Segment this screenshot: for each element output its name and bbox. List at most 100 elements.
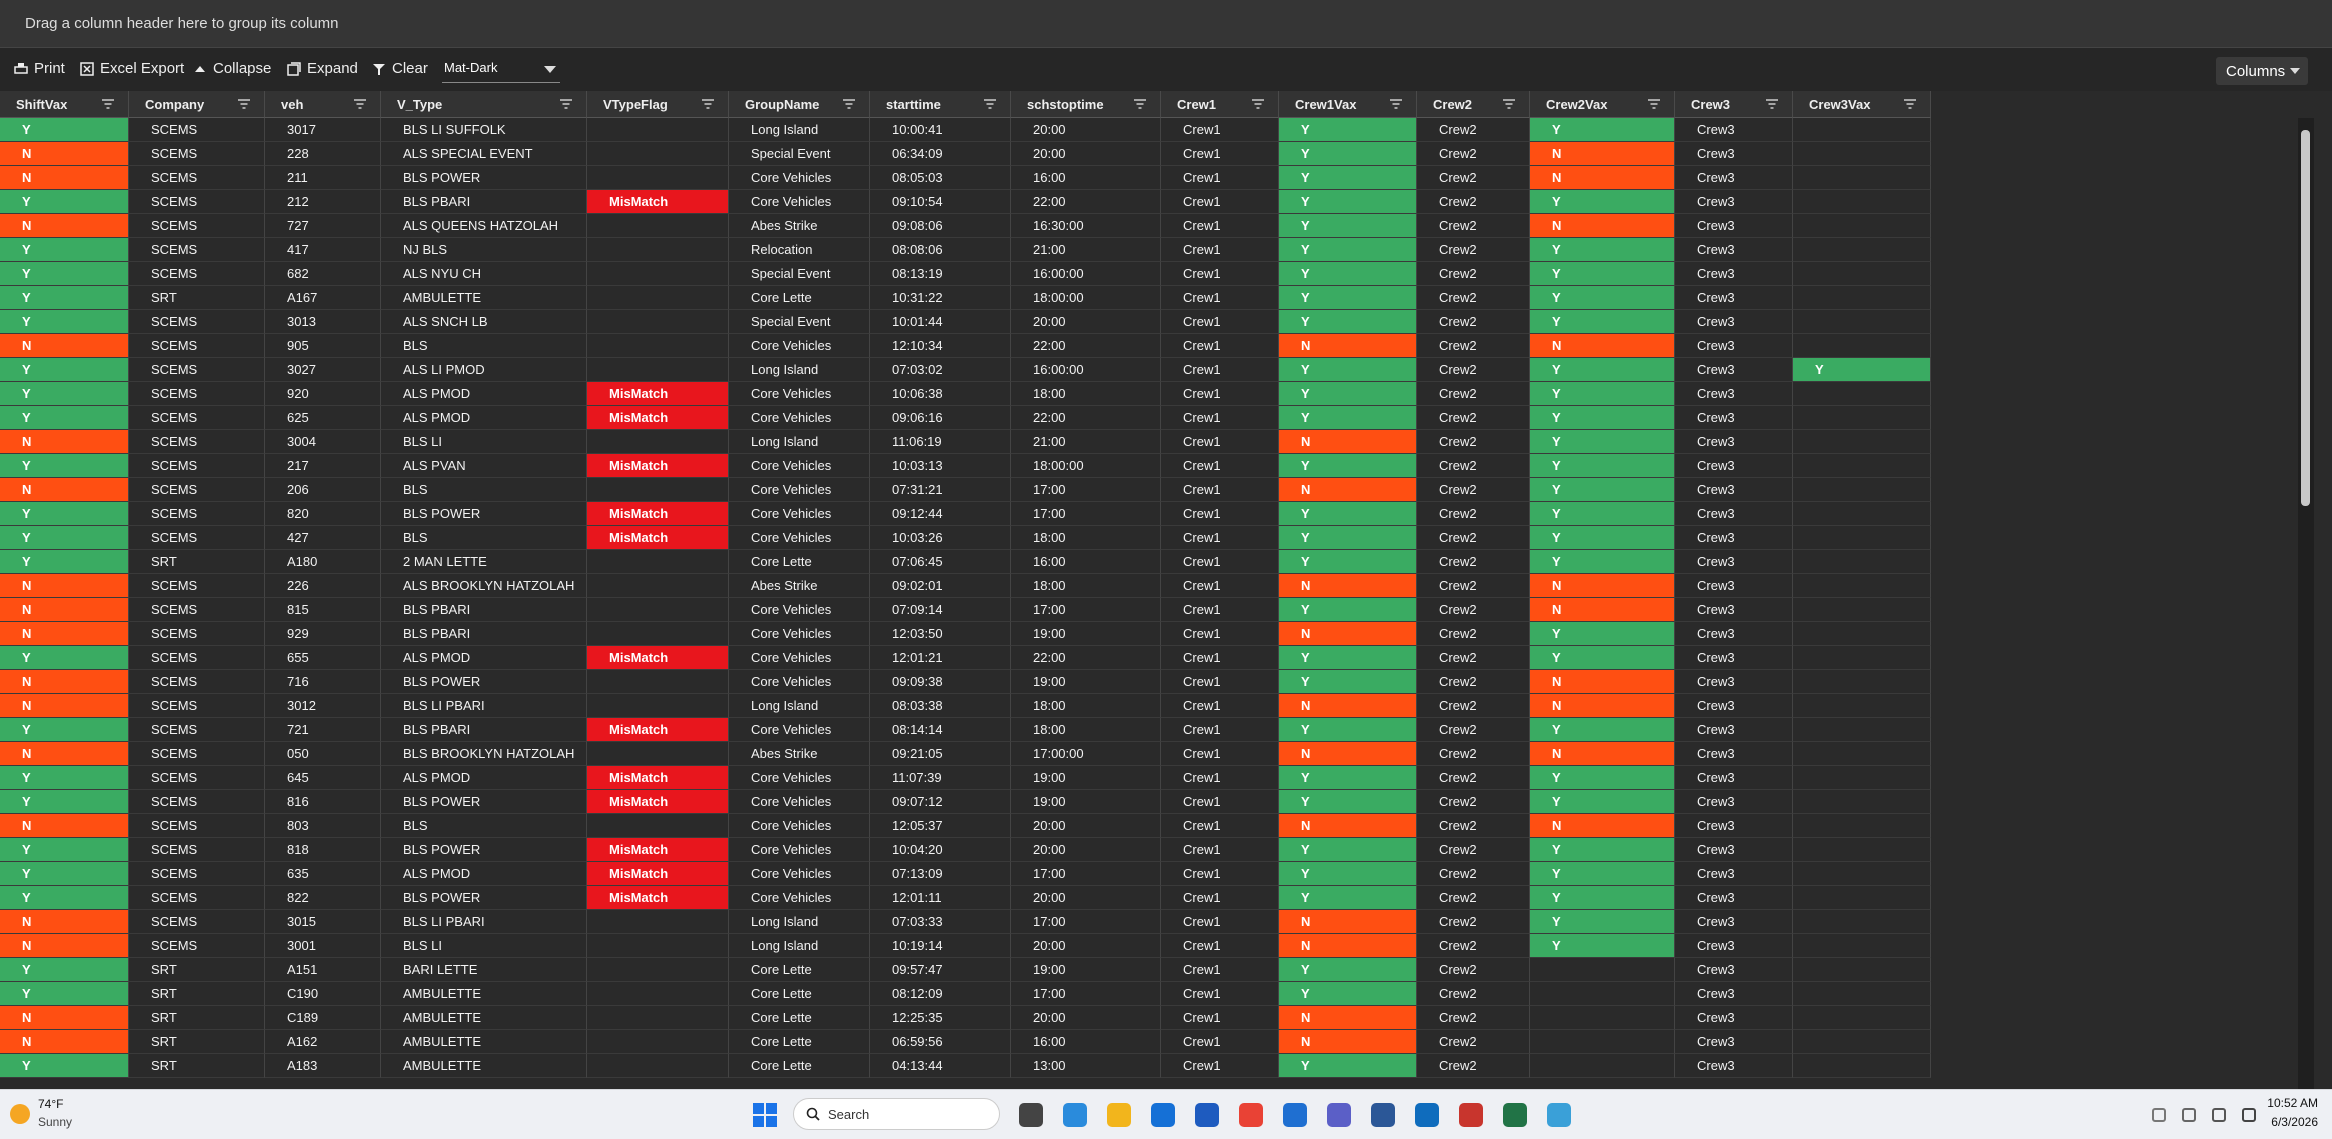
cell: Core Vehicles bbox=[729, 862, 870, 886]
column-header[interactable]: Crew2Vax bbox=[1530, 91, 1675, 118]
taskbar-app[interactable] bbox=[1327, 1103, 1351, 1127]
cell: Y bbox=[1279, 238, 1417, 262]
cell: ALS BROOKLYN HATZOLAH bbox=[381, 574, 587, 598]
cell bbox=[1793, 334, 1931, 358]
column-header[interactable]: starttime bbox=[870, 91, 1011, 118]
filter-icon[interactable] bbox=[354, 99, 366, 109]
cell: Crew2 bbox=[1417, 334, 1530, 358]
cell: Crew2 bbox=[1417, 622, 1530, 646]
cell: Y bbox=[0, 382, 129, 406]
cell: Crew3 bbox=[1675, 286, 1793, 310]
cell: Crew1 bbox=[1161, 334, 1279, 358]
filter-icon[interactable] bbox=[843, 99, 855, 109]
column-header[interactable]: Crew2 bbox=[1417, 91, 1530, 118]
cell: 20:00 bbox=[1011, 142, 1161, 166]
cell: Crew2 bbox=[1417, 166, 1530, 190]
filter-icon[interactable] bbox=[1134, 99, 1146, 109]
cell bbox=[1793, 910, 1931, 934]
tray-icon[interactable] bbox=[2152, 1108, 2166, 1122]
taskbar-app[interactable] bbox=[1019, 1103, 1043, 1127]
filter-icon[interactable] bbox=[560, 99, 572, 109]
weather-condition[interactable]: Sunny bbox=[38, 1115, 73, 1129]
cell: 822 bbox=[265, 886, 381, 910]
cell: Core Vehicles bbox=[729, 646, 870, 670]
filter-icon[interactable] bbox=[1904, 99, 1916, 109]
cell: 17:00 bbox=[1011, 478, 1161, 502]
cell: 217 bbox=[265, 454, 381, 478]
cell: N bbox=[1279, 742, 1417, 766]
cell: 10:31:22 bbox=[870, 286, 1011, 310]
cell: SCEMS bbox=[129, 670, 265, 694]
column-header[interactable]: Crew3Vax bbox=[1793, 91, 1931, 118]
cell: Crew2 bbox=[1417, 646, 1530, 670]
filter-icon[interactable] bbox=[1503, 99, 1515, 109]
column-header[interactable]: V_Type bbox=[381, 91, 587, 118]
theme-dropdown[interactable]: Mat-Dark bbox=[442, 56, 560, 83]
cell: Y bbox=[1793, 358, 1931, 382]
column-header[interactable]: Company bbox=[129, 91, 265, 118]
cell: Y bbox=[1279, 886, 1417, 910]
taskbar-app[interactable] bbox=[1547, 1103, 1571, 1127]
cell: Crew2 bbox=[1417, 934, 1530, 958]
columns-button[interactable]: Columns bbox=[2216, 57, 2308, 85]
taskbar-app[interactable] bbox=[1063, 1103, 1087, 1127]
cell bbox=[1793, 790, 1931, 814]
filter-icon[interactable] bbox=[1390, 99, 1402, 109]
search-box[interactable]: Search bbox=[793, 1098, 1000, 1130]
column-header-label: Crew2 bbox=[1433, 97, 1473, 112]
cell: 417 bbox=[265, 238, 381, 262]
cell: 09:57:47 bbox=[870, 958, 1011, 982]
column-header[interactable]: Crew1Vax bbox=[1279, 91, 1417, 118]
clock-time[interactable]: 10:52 AM bbox=[2267, 1096, 2318, 1110]
filter-icon[interactable] bbox=[1766, 99, 1778, 109]
filter-icon[interactable] bbox=[1648, 99, 1660, 109]
cell: 18:00 bbox=[1011, 382, 1161, 406]
toolbar-button[interactable]: Print bbox=[14, 60, 65, 77]
toolbar-button[interactable]: Clear bbox=[372, 60, 428, 77]
column-header[interactable]: GroupName bbox=[729, 91, 870, 118]
taskbar-app[interactable] bbox=[1239, 1103, 1263, 1127]
clock-date[interactable]: 6/3/2026 bbox=[2271, 1115, 2318, 1129]
tray-icon[interactable] bbox=[2212, 1108, 2226, 1122]
filter-icon[interactable] bbox=[238, 99, 250, 109]
column-header[interactable]: veh bbox=[265, 91, 381, 118]
cell: Y bbox=[1279, 1054, 1417, 1078]
cell: Y bbox=[0, 982, 129, 1006]
cell: Core Lette bbox=[729, 958, 870, 982]
tray-icon[interactable] bbox=[2182, 1108, 2196, 1122]
cell: N bbox=[0, 1006, 129, 1030]
cell: SCEMS bbox=[129, 886, 265, 910]
start-button[interactable] bbox=[753, 1103, 777, 1127]
cell: 10:01:44 bbox=[870, 310, 1011, 334]
cell: Crew3 bbox=[1675, 1006, 1793, 1030]
taskbar-app[interactable] bbox=[1151, 1103, 1175, 1127]
column-header[interactable]: Crew3 bbox=[1675, 91, 1793, 118]
tray-icon[interactable] bbox=[2242, 1108, 2256, 1122]
scrollbar-thumb[interactable] bbox=[2301, 130, 2310, 506]
taskbar-app[interactable] bbox=[1415, 1103, 1439, 1127]
weather-temp[interactable]: 74°F bbox=[38, 1097, 64, 1111]
filter-icon[interactable] bbox=[102, 99, 114, 109]
taskbar-app[interactable] bbox=[1195, 1103, 1219, 1127]
taskbar-app[interactable] bbox=[1283, 1103, 1307, 1127]
cell: 905 bbox=[265, 334, 381, 358]
filter-icon[interactable] bbox=[1252, 99, 1264, 109]
toolbar-button[interactable]: Collapse bbox=[193, 60, 271, 77]
taskbar-app[interactable] bbox=[1371, 1103, 1395, 1127]
column-header[interactable]: VTypeFlag bbox=[587, 91, 729, 118]
toolbar-button[interactable]: Excel Export bbox=[80, 60, 184, 77]
cell: Crew2 bbox=[1417, 742, 1530, 766]
taskbar-app[interactable] bbox=[1503, 1103, 1527, 1127]
taskbar-app[interactable] bbox=[1107, 1103, 1131, 1127]
column-header[interactable]: ShiftVax bbox=[0, 91, 129, 118]
filter-icon[interactable] bbox=[702, 99, 714, 109]
cell: N bbox=[0, 574, 129, 598]
column-header[interactable]: schstoptime bbox=[1011, 91, 1161, 118]
cell: Y bbox=[0, 718, 129, 742]
column-header[interactable]: Crew1 bbox=[1161, 91, 1279, 118]
search-label: Search bbox=[828, 1107, 870, 1122]
cell: Crew2 bbox=[1417, 1054, 1530, 1078]
taskbar-app[interactable] bbox=[1459, 1103, 1483, 1127]
filter-icon[interactable] bbox=[984, 99, 996, 109]
toolbar-button[interactable]: Expand bbox=[287, 60, 358, 77]
